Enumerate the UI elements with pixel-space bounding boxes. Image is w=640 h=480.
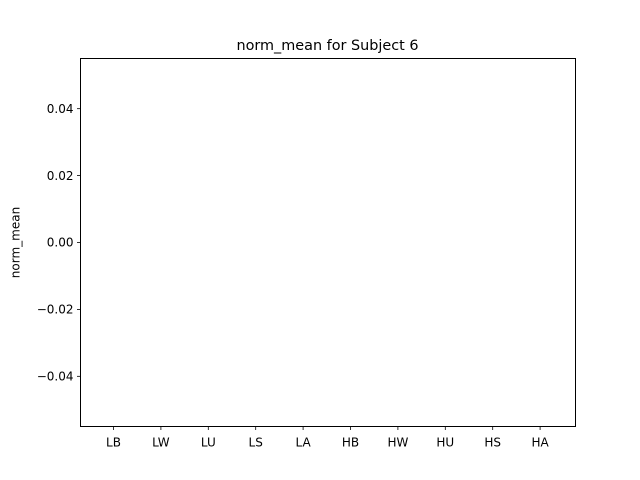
y-tick-label: 0.04: [47, 102, 74, 116]
x-tick-label: HB: [342, 436, 359, 450]
y-tick-label: 0.02: [47, 169, 74, 183]
y-axis: −0.04 −0.02 0.00 0.02 0.04: [37, 102, 81, 384]
x-tick-label: HU: [436, 436, 454, 450]
chart-title: norm_mean for Subject 6: [236, 38, 418, 54]
x-tick-label: HA: [531, 436, 549, 450]
plot-area-frame: [80, 58, 576, 427]
y-tick-label: −0.02: [37, 303, 74, 317]
x-tick-label: LU: [201, 436, 216, 450]
y-axis-label: norm_mean: [9, 207, 23, 278]
x-tick-label: LS: [249, 436, 263, 450]
x-tick-label: LB: [106, 436, 121, 450]
x-tick-label: HW: [387, 436, 408, 450]
y-tick-label: 0.00: [47, 236, 74, 250]
x-tick-label: LA: [296, 436, 312, 450]
y-tick-label: −0.04: [37, 370, 74, 384]
x-tick-label: HS: [484, 436, 501, 450]
x-axis: LB LW LU LS LA HB HW HU HS HA: [106, 426, 550, 450]
x-tick-label: LW: [152, 436, 170, 450]
